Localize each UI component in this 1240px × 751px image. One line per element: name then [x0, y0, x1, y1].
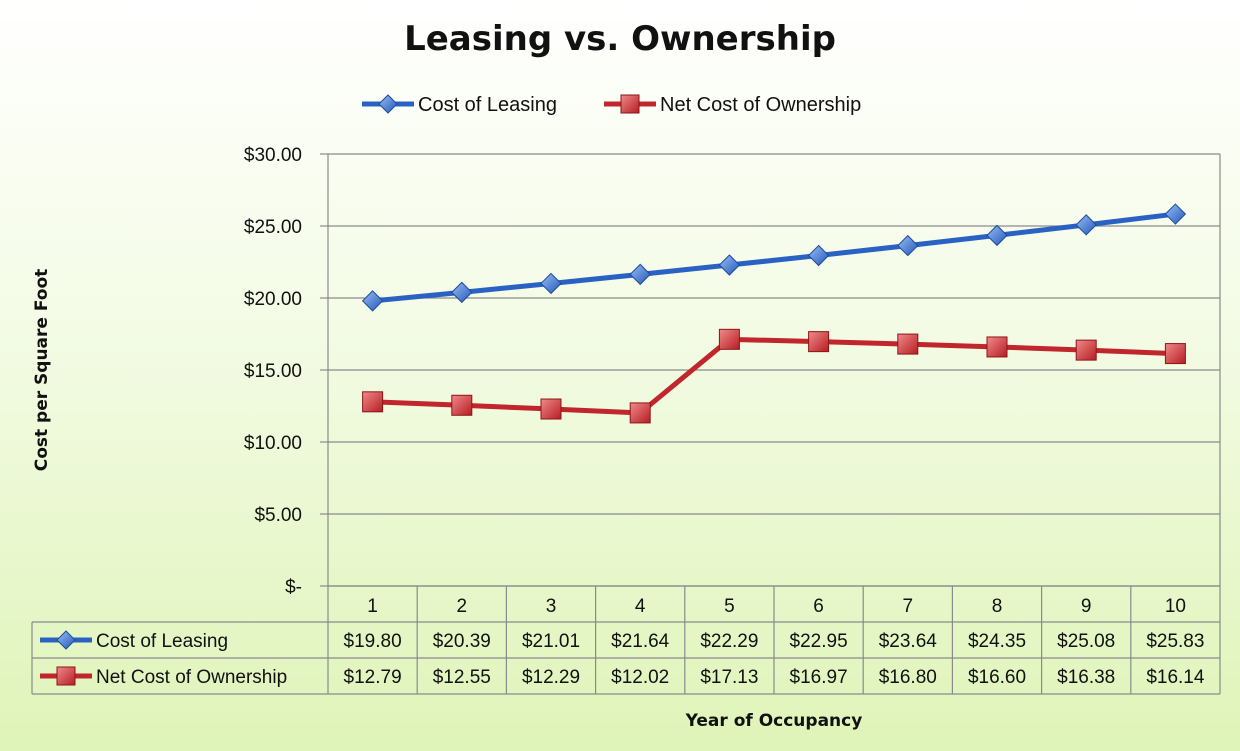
x-axis-title: Year of Occupancy [685, 711, 863, 731]
row-legend-marker [56, 630, 76, 650]
x-tick-label: 7 [903, 596, 914, 617]
table-cell: $21.01 [522, 631, 580, 652]
data-table: 1 2 3 4 5 6 7 8 9 10 Cost of Leasing $19.80 $20.39 $2… [31, 585, 1221, 695]
y-axis-title: Cost per Square Foot [32, 269, 52, 472]
data-point [897, 234, 919, 257]
y-tick-label: $15.00 [244, 361, 302, 382]
data-point [986, 224, 1008, 247]
table-cell: $25.08 [1057, 631, 1115, 652]
y-axis-ticks: $- $5.00 $10.00 $15.00 $20.00 $25.00 $30.00 [244, 145, 302, 598]
chart-title: Leasing vs. Ownership [404, 19, 836, 59]
table-cell: $22.95 [790, 631, 848, 652]
y-tick-label: $5.00 [254, 505, 302, 526]
data-point [1164, 343, 1186, 365]
row-legend-marker [56, 666, 76, 686]
data-point [540, 398, 562, 420]
x-tick-label: 1 [367, 596, 378, 617]
x-tick-label: 4 [635, 596, 646, 617]
x-tick-label: 9 [1081, 596, 1092, 617]
table-cell: $16.97 [790, 667, 848, 688]
x-tick-label: 10 [1165, 596, 1186, 617]
x-tick-label: 5 [724, 596, 735, 617]
plot-series [361, 203, 1187, 424]
table-cell: $16.38 [1057, 667, 1115, 688]
legend-item: Net Cost of Ownership [604, 94, 861, 116]
y-tick-label: $- [285, 577, 302, 598]
table-cell: $12.02 [611, 667, 669, 688]
data-point [986, 336, 1008, 358]
y-tick-label: $25.00 [244, 217, 302, 238]
data-point [451, 281, 473, 304]
data-point [629, 402, 651, 424]
row-label: Cost of Leasing [96, 631, 228, 652]
table-cell: $16.14 [1146, 667, 1205, 688]
table-cell: $16.60 [968, 667, 1026, 688]
table-cell: $21.64 [611, 631, 670, 652]
table-cell: $22.29 [700, 631, 758, 652]
legend-marker [620, 94, 640, 114]
y-tick-label: $10.00 [244, 433, 302, 454]
data-point [362, 391, 384, 413]
data-point [629, 263, 651, 286]
data-point [1075, 214, 1097, 236]
table-cell: $17.13 [700, 667, 758, 688]
table-cell: $25.83 [1146, 631, 1204, 652]
x-tick-label: 2 [457, 596, 468, 617]
data-point [897, 333, 919, 355]
legend-item: Cost of Leasing [362, 94, 557, 116]
table-cell: $12.29 [522, 667, 580, 688]
data-point [1075, 339, 1097, 361]
table-cell: $16.80 [879, 667, 937, 688]
data-point [807, 244, 830, 267]
y-tick-label: $30.00 [244, 145, 302, 166]
row-label: Net Cost of Ownership [96, 667, 287, 688]
series-line [372, 211, 1176, 304]
table-cell: $19.80 [344, 631, 402, 652]
data-point [808, 331, 830, 353]
x-tick-label: 3 [546, 596, 557, 617]
data-point [540, 272, 562, 295]
table-cell: $12.79 [344, 667, 402, 688]
legend: Cost of Leasing Net Cost of Ownership [362, 94, 861, 116]
data-point [718, 254, 741, 276]
series-line [372, 336, 1176, 416]
data-point [451, 394, 473, 416]
table-row: Cost of Leasing $19.80 $20.39 $21.01 $21.64 $… [40, 630, 1204, 652]
x-tick-label: 6 [813, 596, 824, 617]
legend-marker [378, 94, 398, 114]
legend-label: Net Cost of Ownership [660, 94, 861, 116]
data-point [1164, 203, 1187, 225]
series-cost-of-leasing [361, 203, 1187, 312]
x-tick-label: 8 [992, 596, 1003, 617]
data-point [361, 290, 384, 312]
table-cell: $20.39 [433, 631, 491, 652]
y-tick-label: $20.00 [244, 289, 302, 310]
series-net-cost-of-ownership [362, 328, 1186, 424]
table-cell: $24.35 [968, 631, 1026, 652]
table-cell: $23.64 [879, 631, 938, 652]
legend-label: Cost of Leasing [418, 94, 557, 116]
data-point [718, 328, 740, 350]
table-row: Net Cost of Ownership $12.79 $12.55 $12.29 $… [40, 666, 1205, 688]
table-cell: $12.55 [433, 667, 491, 688]
